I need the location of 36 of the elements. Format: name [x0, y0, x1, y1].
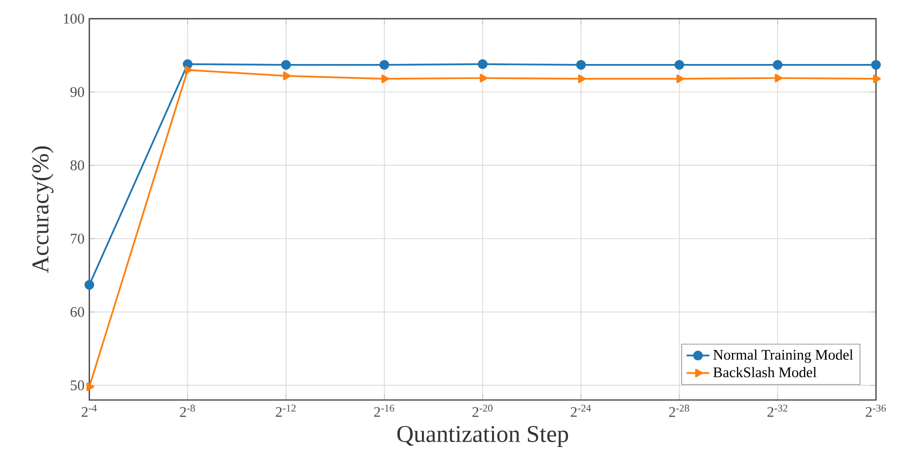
point [283, 72, 291, 80]
x-tick-label: 2$^{-20}$ [472, 404, 492, 417]
point [281, 60, 291, 70]
x-tick-label: 2$^{-16}$ [374, 404, 394, 417]
y-tick-label: 50 [70, 380, 84, 390]
point [676, 74, 684, 84]
point [774, 74, 783, 82]
x-tick-label: 2$^{-8}$ [180, 404, 195, 417]
point [772, 60, 783, 70]
y-tick-label: 70 [70, 234, 84, 244]
point [86, 382, 94, 392]
point [871, 60, 881, 70]
point [379, 60, 390, 70]
y-tick-label: 60 [70, 307, 84, 317]
point [873, 74, 881, 84]
legend-label: BackSlash Model [713, 366, 816, 378]
x-axis-title: Quantization Step [397, 426, 568, 447]
x-tick-label: 2$^{-36}$ [866, 404, 886, 417]
y-tick-label: 90 [70, 87, 84, 97]
point [576, 60, 586, 70]
y-tick-label: 80 [70, 160, 84, 170]
x-tick-label: 2$^{-12}$ [276, 404, 296, 417]
x-tick-label: 2$^{-32}$ [767, 404, 788, 417]
legend-label: Normal Training Model [713, 349, 854, 363]
y-tick-label: 100 [64, 14, 84, 24]
point [184, 66, 193, 74]
x-tick-label: 2$^{-24}$ [570, 404, 592, 417]
point [480, 74, 488, 82]
point [478, 59, 488, 70]
point [578, 74, 586, 84]
point [381, 74, 390, 84]
x-tick-label: 2$^{-28}$ [669, 404, 690, 417]
point [674, 60, 684, 70]
point [84, 280, 94, 290]
y-axis-title: Accuracy(%) [32, 146, 54, 274]
x-tick-label: 2$^{-4}$ [82, 404, 97, 417]
